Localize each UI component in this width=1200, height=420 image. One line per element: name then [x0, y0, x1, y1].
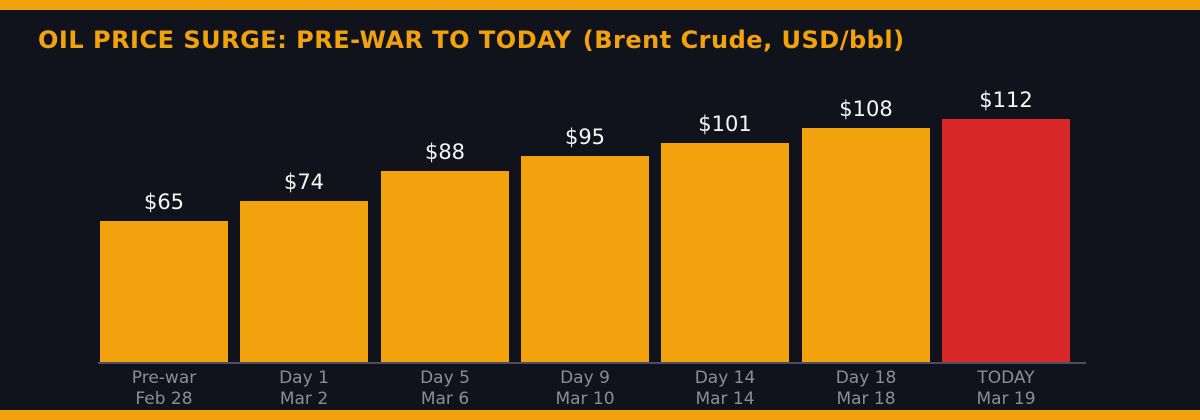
bar-value-label: $108 — [839, 97, 893, 121]
bottom-border-strip — [0, 410, 1200, 420]
x-tick-date: Mar 18 — [836, 389, 896, 409]
bar-day-14 — [661, 143, 789, 362]
bar-day-9 — [521, 156, 649, 362]
x-tick-category: Day 18 — [835, 368, 897, 388]
title-subtitle: (Brent Crude, USD/bbl) — [582, 26, 905, 54]
bar-today — [942, 119, 1070, 362]
bar-value-label: $95 — [564, 125, 606, 149]
x-tick-date: Mar 2 — [279, 389, 329, 409]
x-tick-label: TODAY Mar 19 — [942, 368, 1070, 410]
x-tick-date: Mar 6 — [420, 389, 470, 409]
x-tick-category: TODAY — [977, 368, 1035, 388]
x-axis-tick-labels: Pre-war Feb 28 Day 1 Mar 2 Day 5 Mar 6 Day 9 Ma… — [100, 368, 1070, 412]
x-axis-line — [98, 362, 1086, 364]
x-tick-label: Day 1 Mar 2 — [240, 368, 368, 410]
x-tick-category: Day 5 — [420, 368, 470, 388]
x-tick-label: Pre-war Feb 28 — [100, 368, 228, 410]
x-tick-label: Day 9 Mar 10 — [521, 368, 649, 410]
bar-value-label: $88 — [424, 140, 466, 164]
x-tick-date: Mar 14 — [695, 389, 755, 409]
x-tick-category: Pre-war — [131, 368, 197, 388]
bar-pre-war — [100, 221, 228, 362]
x-tick-category: Day 14 — [694, 368, 756, 388]
x-tick-category: Day 9 — [560, 368, 610, 388]
x-tick-category: Day 1 — [279, 368, 329, 388]
x-tick-label: Day 18 Mar 18 — [802, 368, 930, 410]
title-main: OIL PRICE SURGE: PRE-WAR TO TODAY — [38, 26, 572, 54]
bar-day-18 — [802, 128, 930, 362]
x-tick-date: Feb 28 — [135, 389, 193, 409]
x-tick-label: Day 5 Mar 6 — [381, 368, 509, 410]
bar-day-5 — [381, 171, 509, 362]
x-tick-date: Mar 10 — [555, 389, 615, 409]
bar-value-label: $112 — [979, 88, 1033, 112]
bar-chart-plot: $65 $74 $88 $95 $101 $108 $112 — [100, 88, 1070, 362]
x-tick-label: Day 14 Mar 14 — [661, 368, 789, 410]
page-title: OIL PRICE SURGE: PRE-WAR TO TODAY (Brent … — [38, 26, 905, 54]
bar-value-label: $101 — [698, 112, 752, 136]
top-border-strip — [0, 0, 1200, 10]
x-tick-date: Mar 19 — [976, 389, 1036, 409]
bar-value-label: $65 — [143, 190, 185, 214]
bar-value-label: $74 — [283, 170, 325, 194]
bar-day-1 — [240, 201, 368, 362]
